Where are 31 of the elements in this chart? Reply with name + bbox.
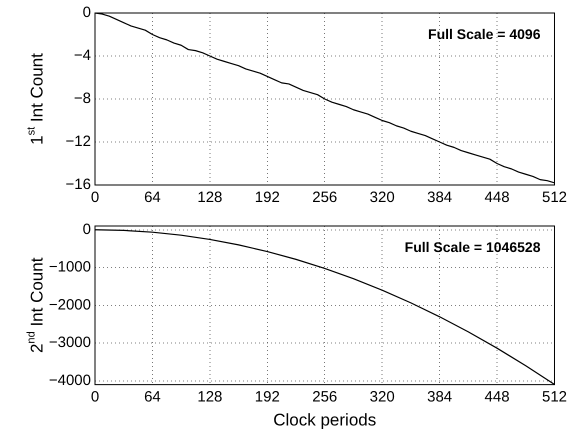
y-tick-label: −8 (74, 90, 91, 108)
x-tick-label: 64 (144, 189, 161, 206)
x-tick-label: 384 (427, 189, 452, 206)
y-axis-title: 1st Int Count (25, 52, 47, 145)
y-tick-label: −1000 (48, 258, 91, 276)
y-tick-label: −4 (74, 47, 91, 64)
y-axis-title: 2nd Int Count (25, 257, 47, 354)
x-tick-label: 448 (484, 388, 510, 406)
x-tick-label: 320 (370, 189, 395, 206)
x-tick-label: 192 (254, 388, 280, 406)
annotation: Full Scale = 4096 (428, 26, 541, 42)
x-tick-label: 512 (542, 388, 567, 406)
y-tick-label: −2000 (48, 296, 91, 314)
y-tick-label: −12 (66, 133, 91, 150)
y-tick-label: 0 (82, 4, 91, 22)
x-tick-label: 128 (197, 189, 222, 206)
x-tick-label: 192 (254, 189, 280, 206)
x-tick-label: 448 (484, 189, 510, 206)
x-tick-label: 384 (427, 388, 452, 406)
x-tick-label: 320 (370, 388, 395, 406)
x-tick-label: 256 (312, 388, 338, 406)
x-axis-title: Clock periods (273, 410, 376, 430)
x-tick-label: 64 (144, 388, 161, 406)
y-tick-label: −3000 (48, 334, 91, 352)
y-tick-label: −16 (66, 176, 91, 194)
x-tick-label: 128 (197, 388, 222, 406)
annotation: Full Scale = 1046528 (404, 238, 541, 255)
x-tick-label: 256 (312, 189, 338, 206)
x-tick-label: 512 (542, 189, 567, 206)
y-tick-label: −4000 (48, 372, 91, 389)
y-tick-label: 0 (82, 220, 91, 238)
